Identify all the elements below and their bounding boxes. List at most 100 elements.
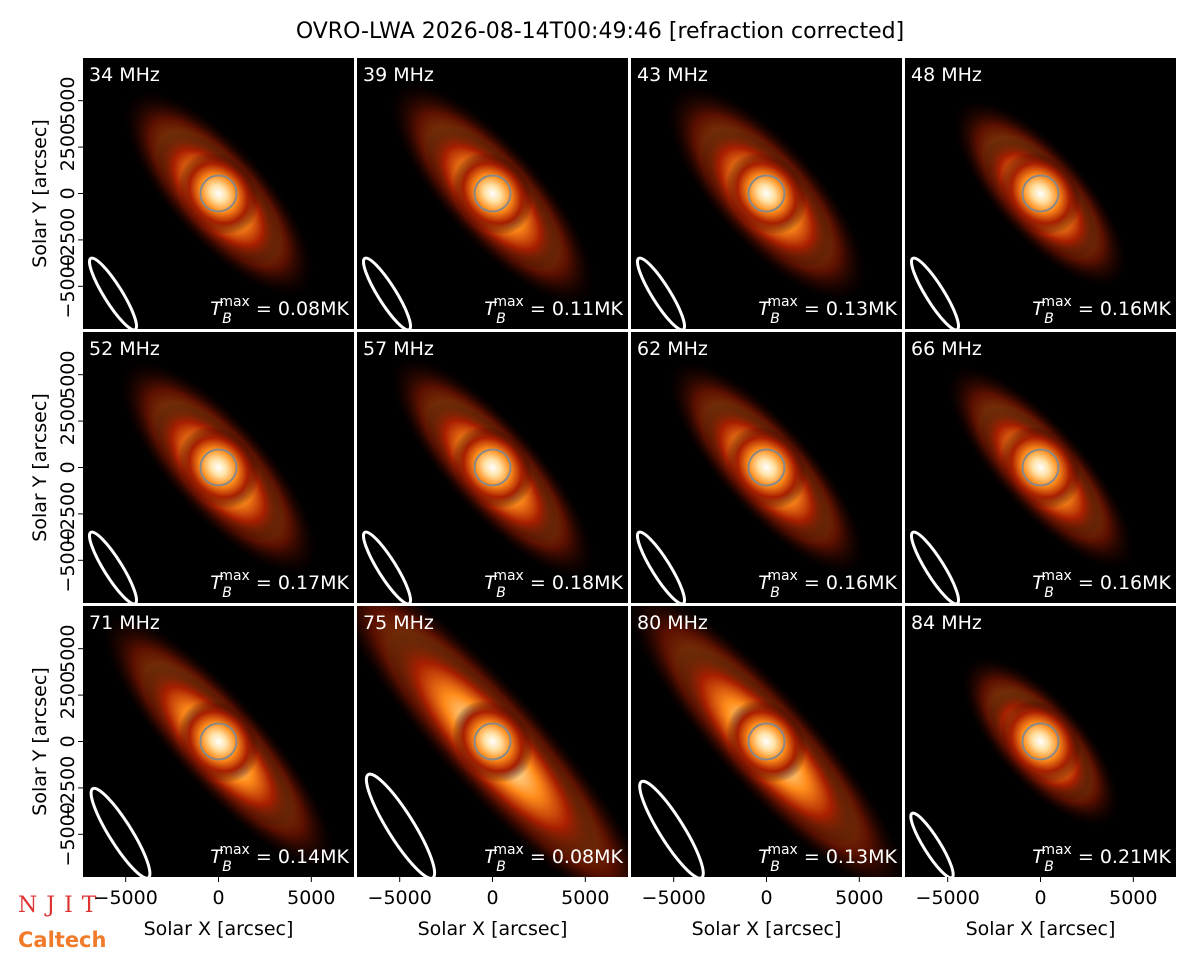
- tb-sub: B: [1044, 311, 1054, 327]
- solar-disk: [473, 448, 512, 487]
- y-tick-label: −2500: [57, 208, 79, 272]
- tb-relation: =: [256, 298, 272, 320]
- emission-core: [452, 152, 533, 235]
- solar-disk: [1021, 174, 1060, 213]
- frequency-label: 66 MHz: [911, 338, 982, 360]
- solar-disk: [199, 722, 238, 761]
- tb-sup: max: [493, 568, 524, 584]
- solar-disk: [1021, 722, 1060, 761]
- tb-base: T: [1032, 846, 1045, 868]
- y-tick-label: 5000: [57, 351, 79, 399]
- y-tick-label: −2500: [57, 482, 79, 546]
- x-axis-label: Solar X [arcsec]: [418, 918, 568, 940]
- emission-core: [1000, 152, 1081, 235]
- tb-sup: max: [219, 568, 250, 584]
- y-tick-label: 0: [57, 187, 79, 199]
- tb-value: 0.16MK: [1100, 298, 1172, 320]
- tb-base: T: [484, 572, 497, 594]
- y-axis-label: Solar Y [arcsec]: [29, 667, 51, 815]
- tb-value: 0.11MK: [552, 298, 624, 320]
- y-axis-label: Solar Y [arcsec]: [29, 393, 51, 541]
- tb-base: T: [758, 572, 771, 594]
- y-tick-label: 5000: [57, 625, 79, 673]
- tb-relation: =: [1078, 298, 1094, 320]
- frequency-label: 80 MHz: [637, 612, 708, 634]
- tb-sup: max: [767, 294, 798, 310]
- njit-logo: NJIT: [18, 893, 105, 918]
- tb-value: 0.16MK: [1100, 572, 1172, 594]
- tb-relation: =: [1078, 846, 1094, 868]
- x-tick-label: 5000: [835, 887, 883, 909]
- x-axis-label: Solar X [arcsec]: [144, 918, 294, 940]
- solar-disk: [747, 448, 786, 487]
- tb-sup: max: [1041, 294, 1072, 310]
- radio-image: [89, 612, 337, 877]
- frequency-label: 84 MHz: [911, 612, 982, 634]
- emission-core: [1000, 700, 1081, 783]
- tb-value: 0.17MK: [278, 572, 350, 594]
- tb-value: 0.21MK: [1100, 846, 1172, 868]
- tb-sub: B: [222, 311, 232, 327]
- tb-base: T: [210, 846, 223, 868]
- tb-value: 0.16MK: [826, 572, 898, 594]
- beam: [361, 256, 413, 329]
- beam: [87, 256, 139, 329]
- panel: 71 MHz0.14MK=maxBT−5000−2500025005000Sol…: [29, 606, 354, 940]
- tb-relation: =: [804, 846, 820, 868]
- radio-image: [87, 359, 318, 603]
- frequency-label: 48 MHz: [911, 64, 982, 86]
- emission-core: [452, 426, 533, 509]
- tb-value: 0.13MK: [826, 846, 898, 868]
- solar-disk: [747, 722, 786, 761]
- tb-value: 0.18MK: [552, 572, 624, 594]
- emission-core: [452, 700, 533, 783]
- tb-base: T: [1032, 572, 1045, 594]
- beam: [361, 530, 413, 603]
- x-tick-label: −5000: [94, 887, 158, 909]
- radio-image: [87, 89, 315, 329]
- radio-image: [361, 356, 595, 603]
- tb-base: T: [484, 298, 497, 320]
- tb-sub: B: [222, 585, 232, 601]
- tb-sup: max: [1041, 568, 1072, 584]
- radio-image: [361, 81, 596, 329]
- tb-relation: =: [530, 298, 546, 320]
- x-tick-label: 0: [486, 887, 498, 909]
- beam: [89, 786, 152, 877]
- tb-relation: =: [530, 572, 546, 594]
- tb-sub: B: [222, 859, 232, 875]
- frequency-label: 75 MHz: [363, 612, 434, 634]
- frequency-label: 52 MHz: [89, 338, 160, 360]
- x-tick-label: −5000: [368, 887, 432, 909]
- y-axis-label: Solar Y [arcsec]: [29, 119, 51, 267]
- x-tick-label: 5000: [561, 887, 609, 909]
- y-tick-label: 5000: [57, 77, 79, 125]
- x-axis-label: Solar X [arcsec]: [966, 918, 1116, 940]
- solar-disk: [473, 722, 512, 761]
- frequency-label: 34 MHz: [89, 64, 160, 86]
- emission-core: [178, 426, 259, 509]
- tb-sup: max: [767, 568, 798, 584]
- solar-disk: [473, 174, 512, 213]
- emission-core: [178, 700, 259, 783]
- frequency-label: 57 MHz: [363, 338, 434, 360]
- x-tick-label: −5000: [916, 887, 980, 909]
- solar-disk: [199, 448, 238, 487]
- tb-sup: max: [219, 294, 250, 310]
- radio-image: [909, 656, 1120, 877]
- tb-relation: =: [530, 846, 546, 868]
- frequency-label: 43 MHz: [637, 64, 708, 86]
- y-tick-label: −5000: [57, 528, 79, 592]
- tb-sup: max: [219, 842, 250, 858]
- radio-image: [635, 360, 866, 603]
- radio-image: [635, 85, 867, 329]
- y-tick-label: 2500: [57, 397, 79, 445]
- frequency-label: 39 MHz: [363, 64, 434, 86]
- tb-sup: max: [493, 294, 524, 310]
